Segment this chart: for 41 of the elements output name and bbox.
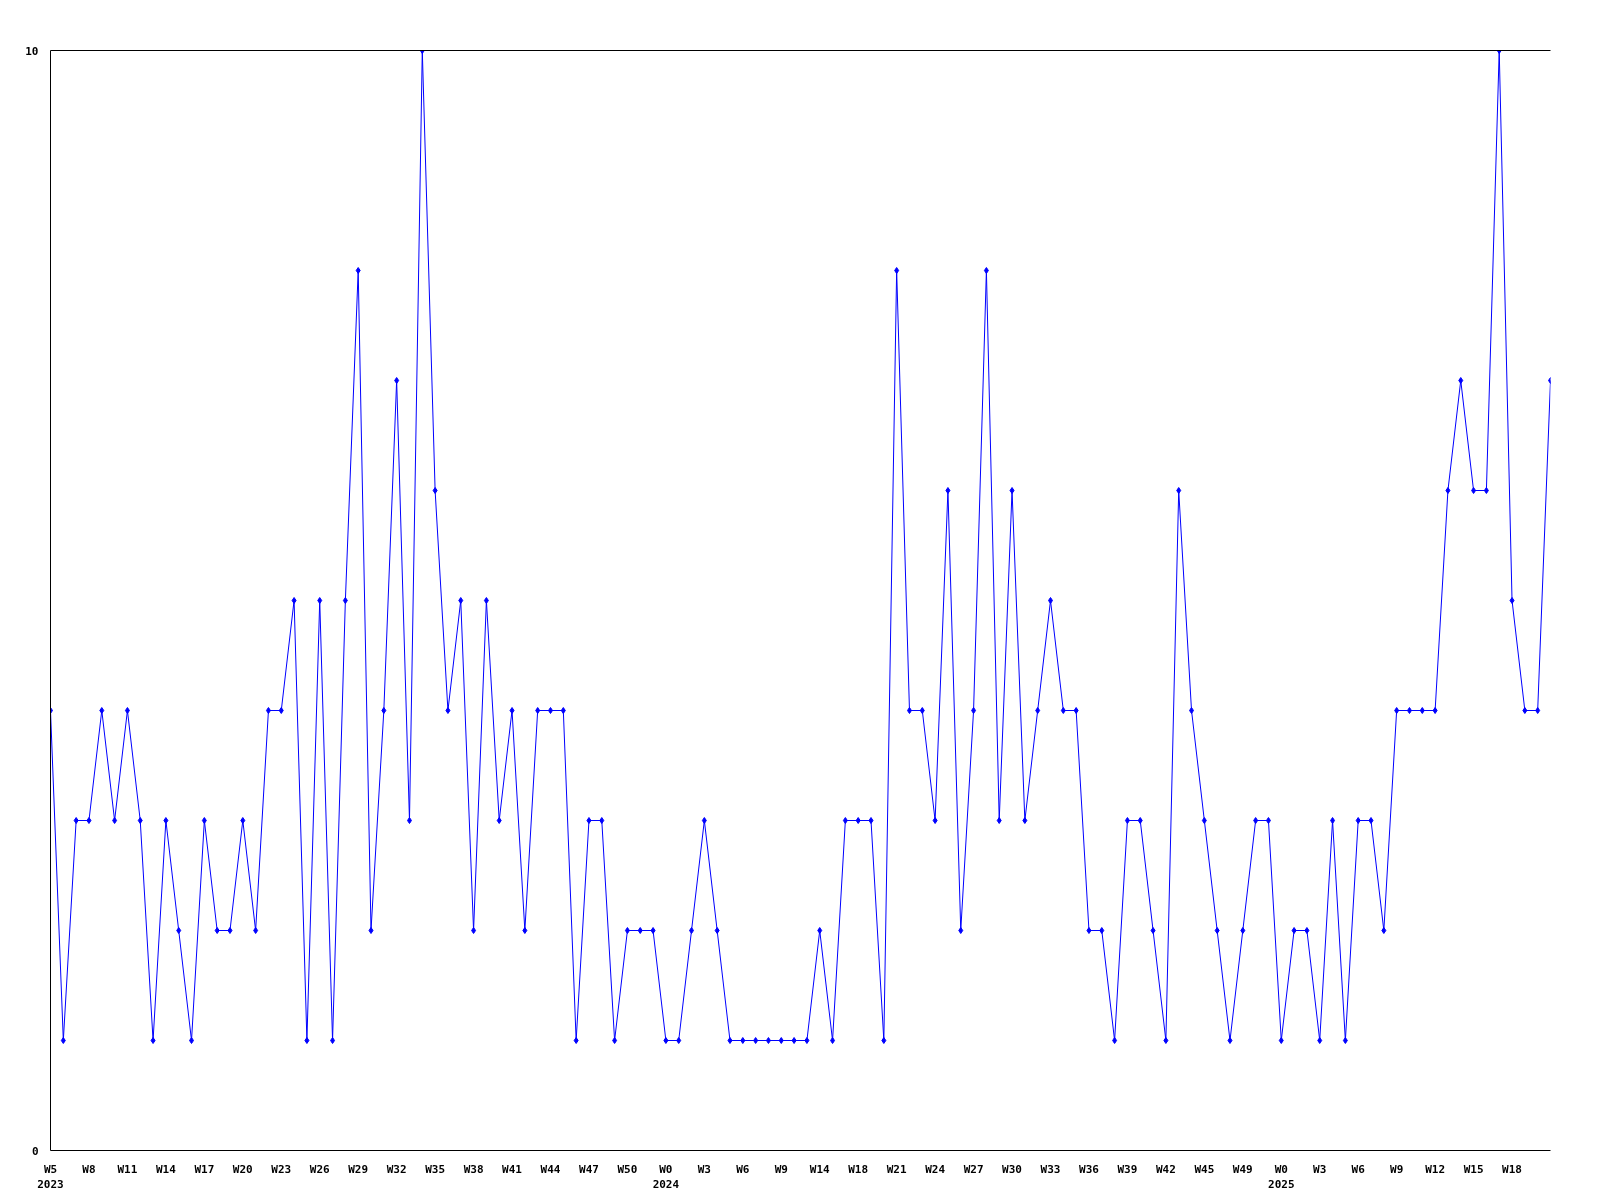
x-tick-label: W42 <box>1155 1162 1176 1176</box>
x-tick-label: W18 <box>1502 1162 1522 1176</box>
x-tick-label: W17 <box>194 1162 215 1176</box>
x-tick-label: W26 <box>309 1162 331 1176</box>
x-tick-label: W6 <box>1351 1162 1366 1176</box>
x-tick-label: W20 <box>232 1162 253 1176</box>
x-tick-label: W5 2023 <box>37 1162 64 1192</box>
x-tick-label: W3 <box>1313 1162 1327 1176</box>
x-tick-label: W49 <box>1232 1162 1253 1176</box>
y-tick-label: 10 <box>25 44 39 58</box>
x-tick-label: W12 <box>1425 1162 1446 1176</box>
x-tick-label: W6 <box>736 1162 750 1176</box>
x-tick-label: W14 <box>155 1162 177 1176</box>
x-tick-label: W0 2024 <box>652 1162 680 1192</box>
x-tick-label: W15 <box>1463 1162 1484 1176</box>
x-tick-label: W9 <box>1390 1162 1404 1176</box>
x-tick-label: W35 <box>425 1162 446 1176</box>
x-tick-label: W11 <box>117 1162 138 1176</box>
x-tick-label: W21 <box>886 1162 907 1176</box>
x-tick-label: W44 <box>540 1162 561 1176</box>
x-tick-label: W9 <box>774 1162 788 1176</box>
x-tick-label: W47 <box>579 1162 599 1176</box>
x-tick-label: W14 <box>809 1162 831 1176</box>
x-tick-label: W41 <box>502 1162 523 1176</box>
x-tick-label: W45 <box>1194 1162 1215 1176</box>
x-tick-label: W33 <box>1040 1162 1061 1176</box>
x-tick-label: W8 <box>82 1162 96 1176</box>
x-tick-label: W29 <box>348 1162 369 1176</box>
x-tick-label: W27 <box>963 1162 984 1176</box>
x-tick-label: W39 <box>1117 1162 1138 1176</box>
y-tick-label: 0 <box>31 1144 39 1158</box>
x-tick-label: W50 <box>617 1162 638 1176</box>
x-tick-label: W18 <box>848 1162 869 1176</box>
x-tick-label: W38 <box>463 1162 484 1176</box>
x-tick-label: W36 <box>1079 1162 1100 1176</box>
x-tick-label: W23 <box>271 1162 292 1176</box>
x-tick-label: W3 <box>697 1162 711 1176</box>
x-tick-label: W0 2025 <box>1268 1162 1295 1192</box>
x-tick-label: W24 <box>925 1162 946 1176</box>
x-tick-label: W30 <box>1002 1162 1022 1176</box>
x-tick-label: W32 <box>386 1162 407 1176</box>
